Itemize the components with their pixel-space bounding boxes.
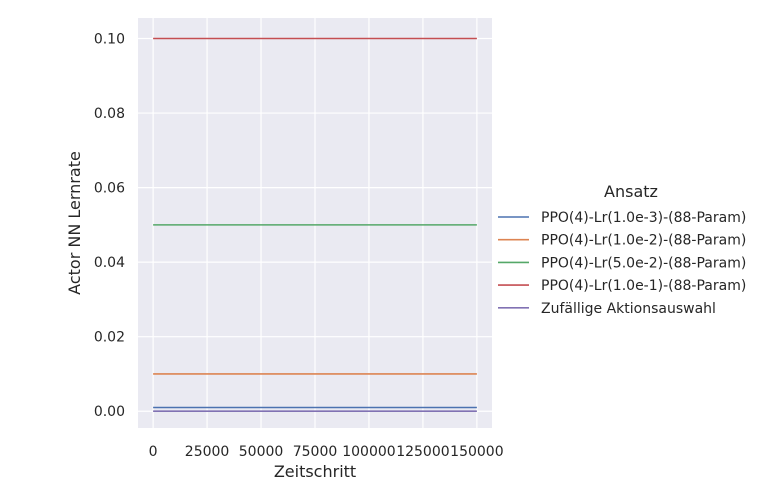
legend-entry-label: PPO(4)-Lr(1.0e-3)-(88-Param) [541,210,746,226]
x-axis-label: Zeitschritt [274,462,356,481]
y-tick-label: 0.04 [94,255,125,271]
legend-title: Ansatz [604,182,658,201]
x-tick-label: 25000 [185,444,230,460]
x-tick-label: 125000 [396,444,449,460]
x-tick-label: 0 [149,444,158,460]
x-tick-label: 75000 [293,444,338,460]
legend-entry-label: PPO(4)-Lr(5.0e-2)-(88-Param) [541,255,746,271]
x-tick-label: 50000 [239,444,284,460]
legend-entry-label: PPO(4)-Lr(1.0e-2)-(88-Param) [541,233,746,249]
y-axis-ticks: 0.00 0.02 0.04 0.06 0.08 0.10 [94,32,125,421]
y-axis-label: Actor NN Lernrate [65,151,84,295]
x-tick-label: 100000 [342,444,395,460]
legend: Ansatz PPO(4)-Lr(1.0e-3)-(88-Param) PPO(4… [498,182,746,317]
y-tick-label: 0.10 [94,32,125,48]
series-lines [153,37,477,413]
legend-entry-label: PPO(4)-Lr(1.0e-1)-(88-Param) [541,278,746,294]
y-tick-label: 0.08 [94,106,125,122]
x-tick-label: 150000 [450,444,503,460]
legend-entry-label: Zufällige Aktionsauswahl [541,301,716,317]
x-axis-ticks: 0 25000 50000 75000 100000 125000 150000 [149,444,504,460]
y-tick-label: 0.06 [94,181,125,197]
y-tick-label: 0.02 [94,330,125,346]
y-tick-label: 0.00 [94,404,125,420]
